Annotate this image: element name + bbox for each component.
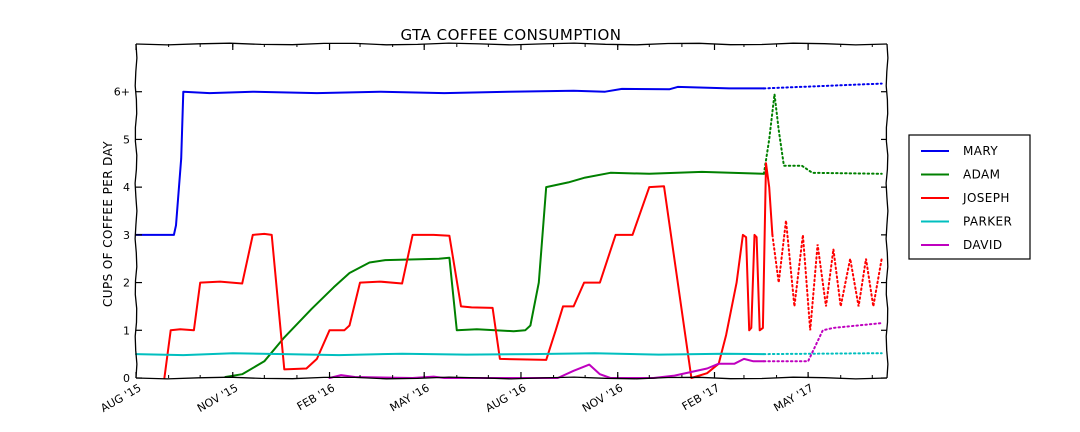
axis-frame-top: [135, 42, 888, 46]
x-tick-label: AUG '15: [98, 381, 143, 415]
series-projection-parker: [762, 352, 883, 356]
legend-label-david: DAVID: [963, 238, 1002, 252]
x-tick-label: MAY '16: [388, 381, 432, 414]
y-tick-label: 5: [123, 133, 130, 146]
series-line-mary: [135, 85, 765, 236]
y-tick-label: 4: [123, 181, 130, 194]
x-tick-label: FEB '16: [295, 381, 337, 413]
x-tick-label: MAY '17: [772, 381, 816, 414]
series-projection-mary: [762, 82, 883, 90]
y-tick-label: 1: [123, 324, 130, 337]
y-tick-label: 2: [123, 277, 130, 290]
series-projection-adam: [762, 93, 883, 175]
axes-layer: 0 1 2 3 4 5 6+ AUG '15 NOV '15 FEB '16 MAY '16 AUG …: [98, 42, 889, 415]
y-tick-label: 3: [123, 229, 130, 242]
legend-label-adam: ADAM: [963, 168, 1000, 182]
series-line-adam: [224, 170, 765, 378]
x-tick-label: FEB '17: [680, 381, 722, 413]
legend-label-parker: PARKER: [963, 215, 1012, 229]
x-tick-label: AUG '16: [483, 381, 528, 415]
legend: MARY ADAM JOSEPH PARKER DAVID: [908, 134, 1031, 260]
x-tick-label: NOV '16: [580, 381, 625, 415]
x-tick-label: NOV '15: [195, 381, 240, 415]
series-projection-joseph: [771, 220, 883, 331]
legend-label-joseph: JOSEPH: [962, 191, 1010, 205]
series-line-joseph: [163, 162, 774, 379]
y-tick-label: 6+: [114, 86, 130, 99]
axis-frame-bottom: [135, 376, 888, 380]
series-projection-david: [762, 322, 883, 363]
axis-frame-right: [885, 43, 889, 379]
y-axis-label: CUPS OF COFFEE PER DAY: [101, 141, 115, 307]
axis-frame-left: [134, 43, 138, 379]
series-layer: [135, 82, 883, 379]
legend-label-mary: MARY: [963, 144, 998, 158]
y-tick-label: 0: [123, 372, 130, 385]
chart-title: GTA COFFEE CONSUMPTION: [401, 26, 622, 44]
series-line-parker: [135, 352, 765, 357]
